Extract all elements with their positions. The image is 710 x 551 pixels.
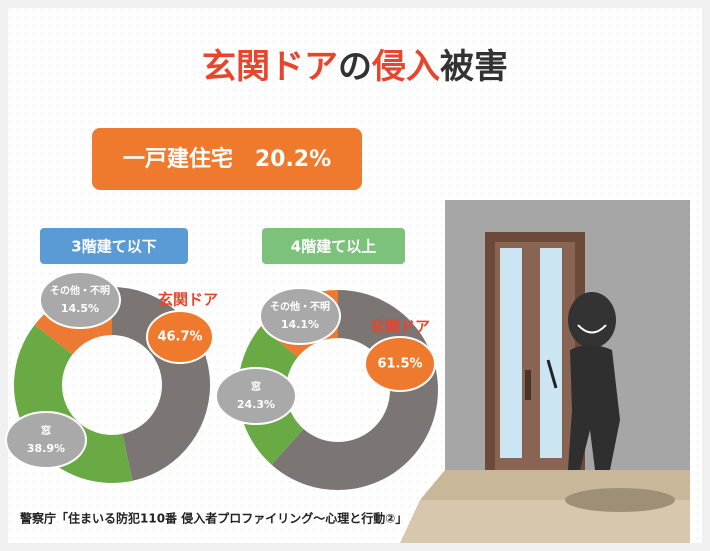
category-label: 窓 bbox=[41, 424, 51, 437]
value-label: 46.7% bbox=[157, 330, 202, 345]
category-label: 窓 bbox=[251, 380, 261, 393]
highlight-box bbox=[92, 128, 362, 190]
category-bubble bbox=[215, 367, 297, 425]
title-part: の bbox=[338, 47, 372, 87]
category-label: 玄関ドア bbox=[370, 318, 430, 336]
title-part: 玄関ドア bbox=[202, 47, 338, 87]
chart-title-box bbox=[262, 228, 405, 264]
category-label: 玄関ドア bbox=[158, 291, 218, 309]
category-bubble bbox=[5, 411, 87, 469]
category-label: その他・不明 bbox=[50, 284, 110, 297]
title-part: 被害 bbox=[440, 47, 508, 87]
category-label: その他・不明 bbox=[270, 300, 330, 313]
value-label: 61.5% bbox=[377, 357, 422, 372]
chart-title-box bbox=[40, 228, 188, 264]
title: 玄関ドアの侵入被害 bbox=[202, 47, 508, 87]
title-part: 侵入 bbox=[371, 47, 440, 87]
door-illustration bbox=[400, 200, 690, 543]
category-bubble bbox=[39, 271, 121, 329]
category-bubble bbox=[259, 287, 341, 345]
source: 警察庁「住まいる防犯110番 侵入者プロファイリング～心理と行動②」 bbox=[19, 511, 407, 526]
value-label: 24.3% bbox=[237, 398, 275, 411]
value-label: 14.1% bbox=[281, 318, 319, 331]
value-label: 14.5% bbox=[61, 302, 99, 315]
value-label: 38.9% bbox=[27, 442, 65, 455]
value-bubble bbox=[146, 310, 214, 364]
highlight-text: 一戸建住宅 20.2% bbox=[123, 146, 331, 172]
chart-title: 4階建て以上 bbox=[291, 238, 376, 256]
chart-title: 3階建て以下 bbox=[71, 238, 156, 256]
value-bubble bbox=[364, 336, 436, 392]
